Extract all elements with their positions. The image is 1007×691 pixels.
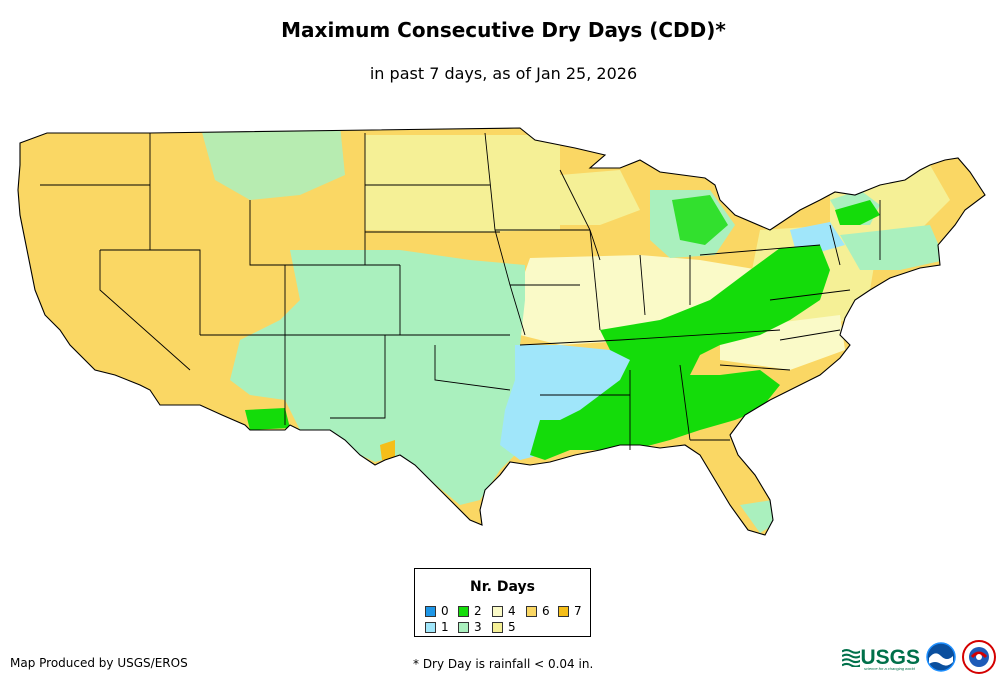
legend-swatch bbox=[425, 621, 436, 633]
legend-item-6: 6 bbox=[526, 604, 550, 618]
legend-label: 3 bbox=[474, 620, 482, 634]
legend-swatch bbox=[492, 605, 503, 617]
legend: Nr. Days 0 1 2 3 4 5 6 7 bbox=[414, 568, 591, 637]
legend-swatch bbox=[458, 621, 469, 633]
usgs-tagline: science for a changing world bbox=[864, 666, 915, 671]
legend-swatch bbox=[526, 605, 537, 617]
us-cdd-map bbox=[17, 127, 986, 536]
agency-logos: USGS science for a changing world bbox=[842, 640, 996, 674]
legend-swatch bbox=[492, 621, 503, 633]
legend-swatch bbox=[558, 605, 569, 617]
state-boundaries bbox=[40, 132, 881, 450]
dry-day-footnote: * Dry Day is rainfall < 0.04 in. bbox=[413, 657, 594, 671]
legend-item-5: 5 bbox=[492, 620, 516, 634]
legend-title: Nr. Days bbox=[470, 579, 535, 595]
map-credit: Map Produced by USGS/EROS bbox=[10, 656, 188, 670]
map-title: Maximum Consecutive Dry Days (CDD)* bbox=[281, 18, 726, 42]
legend-item-2: 2 bbox=[458, 604, 482, 618]
legend-item-3: 3 bbox=[458, 620, 482, 634]
usgs-logo: USGS science for a changing world bbox=[842, 642, 920, 672]
legend-label: 2 bbox=[474, 604, 482, 618]
legend-item-0: 0 bbox=[425, 604, 449, 618]
usgs-wave-icon bbox=[842, 647, 861, 667]
legend-item-4: 4 bbox=[492, 604, 516, 618]
legend-item-7: 7 bbox=[558, 604, 582, 618]
usgs-wordmark: USGS bbox=[860, 645, 920, 669]
legend-label: 0 bbox=[441, 604, 449, 618]
map-subtitle: in past 7 days, as of Jan 25, 2026 bbox=[369, 64, 638, 83]
noaa-logo-icon bbox=[926, 642, 956, 672]
legend-label: 7 bbox=[574, 604, 582, 618]
legend-swatch bbox=[425, 605, 436, 617]
legend-label: 1 bbox=[441, 620, 449, 634]
legend-swatch bbox=[458, 605, 469, 617]
nws-logo-icon bbox=[962, 640, 996, 674]
legend-label: 5 bbox=[508, 620, 516, 634]
legend-label: 6 bbox=[542, 604, 550, 618]
legend-item-1: 1 bbox=[425, 620, 449, 634]
legend-label: 4 bbox=[508, 604, 516, 618]
